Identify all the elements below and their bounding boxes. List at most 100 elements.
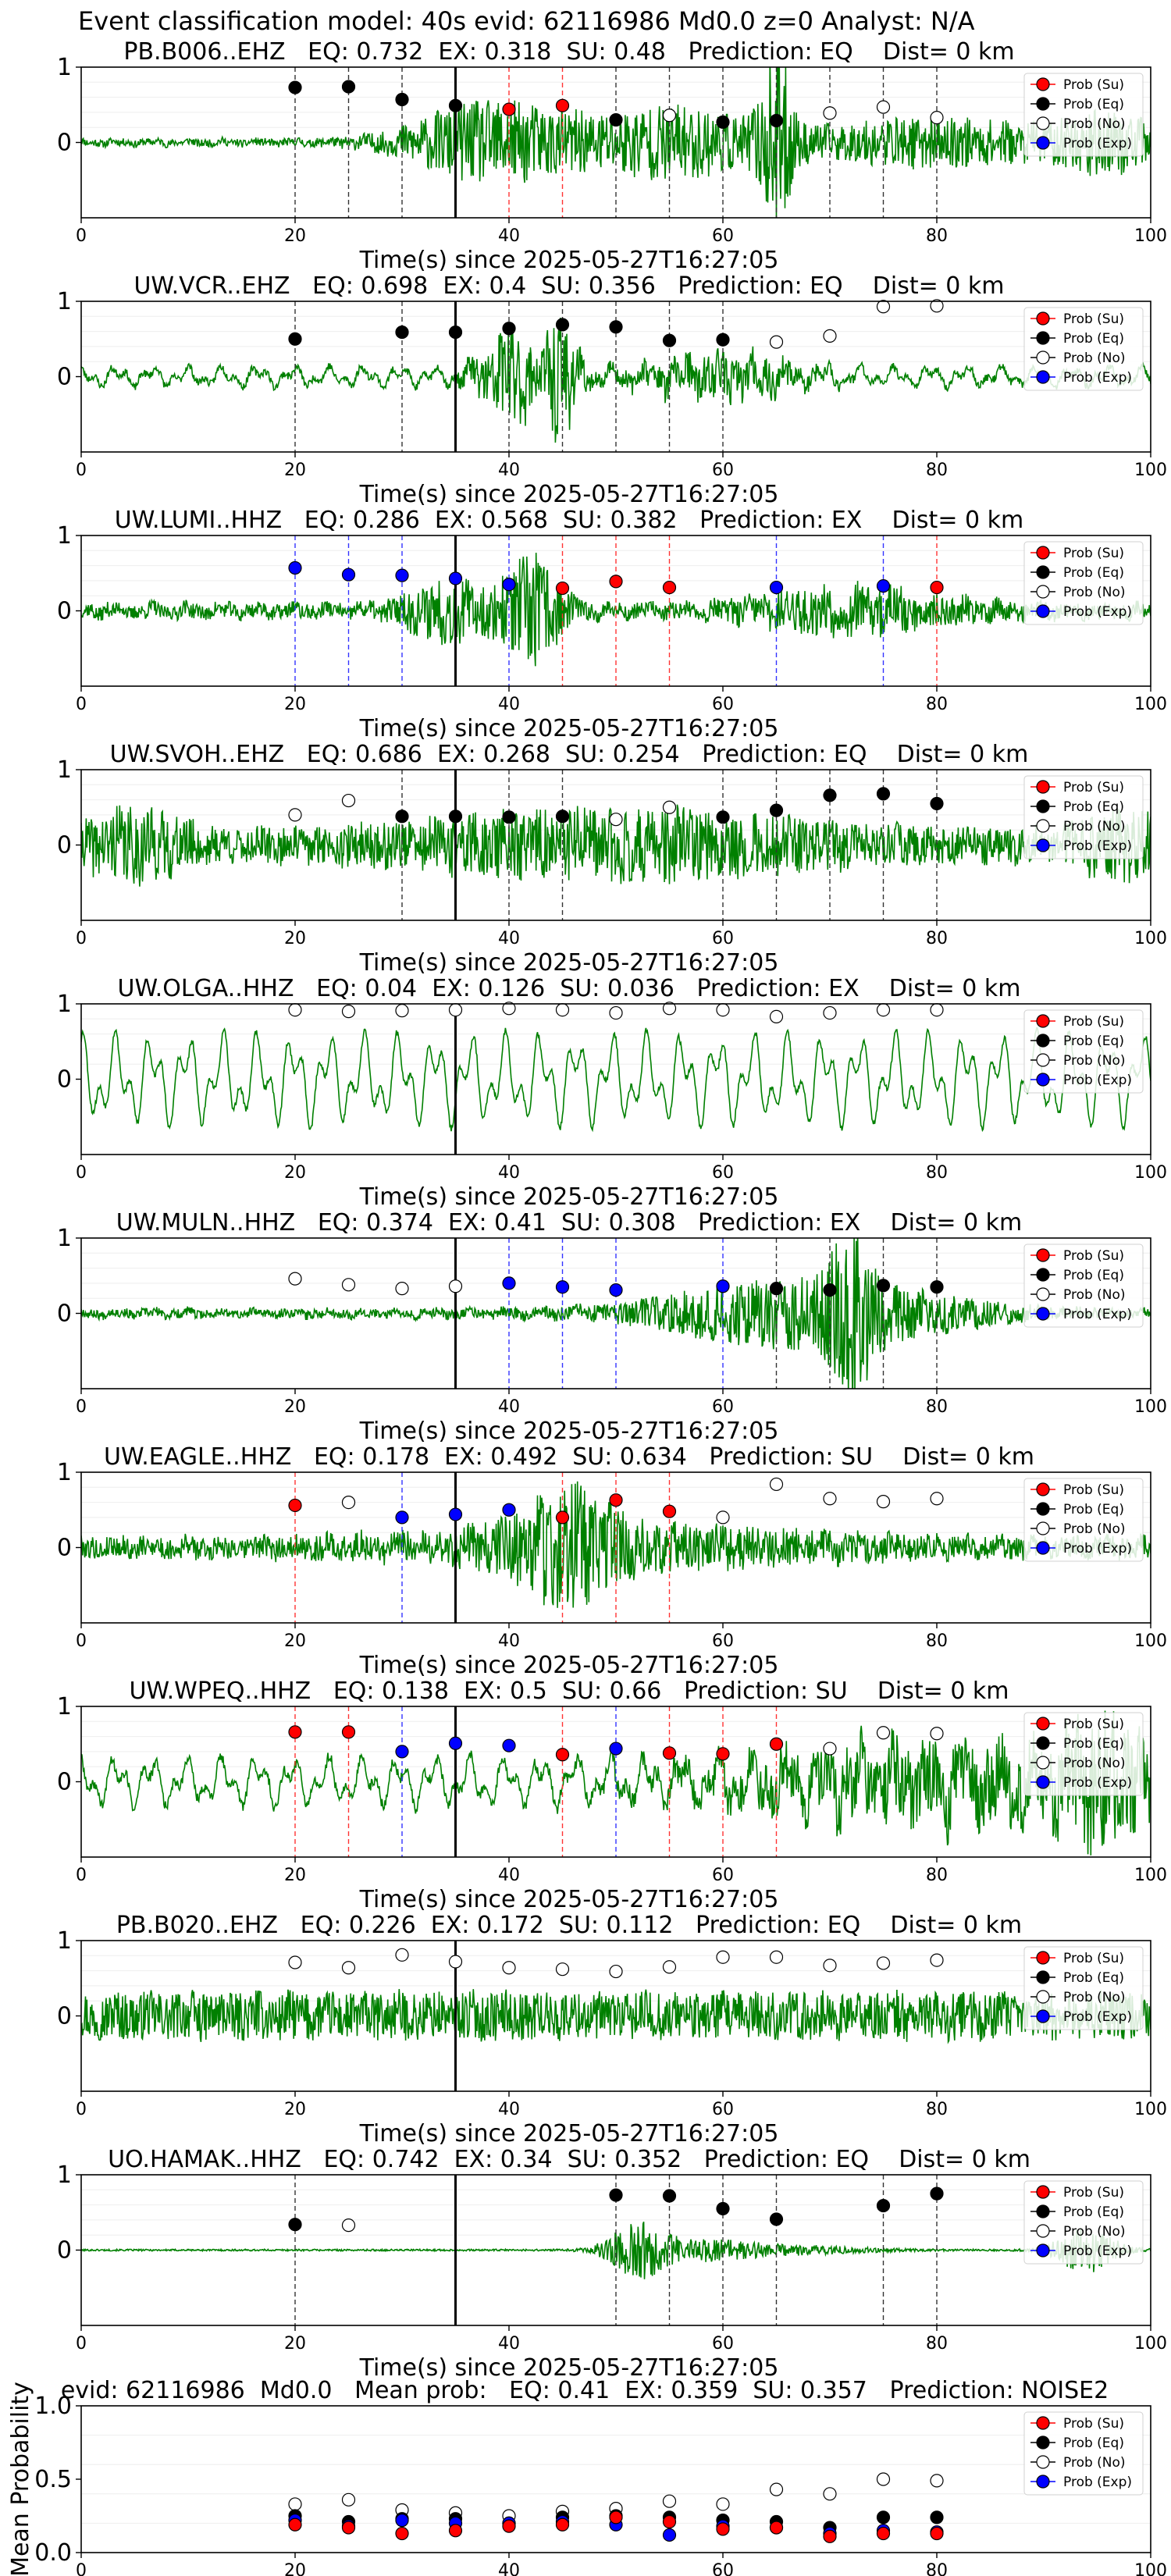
x-tick-label: 40 [498, 1397, 520, 1417]
legend-label: Prob (Eq) [1063, 799, 1124, 815]
x-tick-label: 60 [712, 226, 734, 246]
mean-point-no [341, 2492, 356, 2507]
mean-point-su [609, 2510, 623, 2524]
prob-point-no [448, 1003, 463, 1017]
prob-point-su [609, 1493, 623, 1507]
prob-point-no [288, 1955, 302, 1969]
panel-1: 0 20 40 60 80 100 1 0 PB.B006..EHZ EQ: 0.732 EX:… [57, 38, 1167, 274]
x-tick-label: 60 [712, 929, 734, 948]
legend-label: Prob (Exp) [1063, 1073, 1132, 1088]
mean-point-su [662, 2514, 677, 2529]
prob-point-eq [502, 322, 516, 336]
prob-point-exp [448, 571, 463, 585]
x-tick-label: 100 [1134, 2561, 1167, 2576]
prob-point-eq [395, 809, 409, 824]
prob-point-no [662, 109, 677, 123]
prob-point-no [716, 1950, 730, 1964]
legend-label: Prob (Exp) [1063, 1775, 1132, 1791]
y-tick-label: 0 [57, 2237, 72, 2265]
legend-marker-no [1036, 1521, 1050, 1535]
legend-marker-no [1036, 350, 1050, 365]
legend-label: Prob (No) [1063, 116, 1126, 132]
mean-point-no [823, 2487, 837, 2501]
legend-marker-su [1036, 2185, 1050, 2199]
panel-title: UW.MULN..HHZ EQ: 0.374 EX: 0.41 SU: 0.30… [116, 1209, 1022, 1236]
prob-point-no [662, 1960, 677, 1974]
prob-point-eq [930, 796, 944, 811]
legend-box [1023, 775, 1144, 859]
legend-marker-no [1036, 2224, 1050, 2238]
panel-5: 0 20 40 60 80 100 1 0 UW.OLGA..HHZ EQ: 0.04 EX: … [57, 975, 1167, 1211]
legend-box [1023, 1478, 1144, 1562]
legend-marker-eq [1036, 2435, 1050, 2450]
prob-point-exp [288, 560, 302, 575]
mean-point-no [716, 2497, 730, 2511]
prob-point-eq [716, 810, 730, 824]
legend-label: Prob (No) [1063, 1053, 1126, 1069]
x-tick-label: 40 [498, 929, 520, 948]
prob-point-no [716, 1003, 730, 1017]
prob-point-eq [555, 318, 570, 332]
y-tick-label: 1 [57, 991, 72, 1018]
x-tick-label: 80 [926, 1866, 948, 1885]
prob-point-su [341, 1725, 356, 1739]
x-tick-label: 100 [1134, 1163, 1167, 1183]
legend-marker-exp [1036, 136, 1050, 150]
legend-marker-no [1036, 116, 1050, 130]
prob-point-no [341, 1278, 356, 1292]
prob-point-su [288, 1725, 302, 1739]
legend-label: Prob (Exp) [1063, 2009, 1132, 2025]
prob-point-su [555, 98, 570, 112]
prob-point-no [288, 808, 302, 822]
x-axis-label: Time(s) since 2025-05-27T16:27:05 [359, 1652, 779, 1679]
prob-point-no [876, 1956, 891, 1970]
mean-point-eq [876, 2510, 891, 2524]
legend-marker-eq [1036, 1970, 1050, 1984]
prob-point-no [288, 1272, 302, 1286]
legend-marker-su [1036, 1482, 1050, 1496]
x-tick-label: 100 [1134, 1631, 1167, 1651]
legend-marker-no [1036, 1990, 1050, 2004]
x-tick-label: 0 [76, 1866, 87, 1885]
legend-marker-su [1036, 1717, 1050, 1731]
prob-point-no [876, 1726, 891, 1740]
x-tick-label: 0 [76, 929, 87, 948]
mean-point-su [448, 2524, 463, 2538]
panel-11: 0 20 40 60 80 100 1.0 0.5 0.0 evid: 62116986 Md0.… [7, 2377, 1167, 2576]
legend-marker-no [1036, 1287, 1050, 1301]
prob-point-no [930, 1953, 944, 1967]
prob-point-exp [769, 580, 784, 595]
x-tick-label: 60 [712, 1866, 734, 1885]
prob-point-no [930, 299, 944, 313]
legend-marker-exp [1036, 2243, 1050, 2258]
prob-point-no [448, 1955, 463, 1969]
x-tick-label: 80 [926, 2561, 948, 2576]
legend-marker-exp [1036, 1541, 1050, 1555]
mean-point-no [876, 2472, 891, 2486]
prob-point-eq [555, 809, 570, 824]
legend-marker-exp [1036, 2475, 1050, 2489]
legend-marker-su [1036, 311, 1050, 326]
y-tick-label: 0 [57, 832, 72, 859]
x-tick-label: 40 [498, 2334, 520, 2354]
x-tick-label: 60 [712, 2100, 734, 2119]
mean-point-exp [395, 2514, 409, 2528]
prob-point-no [930, 1492, 944, 1506]
prob-point-exp [395, 1745, 409, 1759]
panel-title: UW.SVOH..EHZ EQ: 0.686 EX: 0.268 SU: 0.2… [110, 741, 1029, 768]
legend-label: Prob (Eq) [1063, 1034, 1124, 1049]
panel-title: UO.HAMAK..HHZ EQ: 0.742 EX: 0.34 SU: 0.3… [108, 2146, 1030, 2173]
prob-point-no [395, 1282, 409, 1296]
x-tick-label: 0 [76, 461, 87, 480]
y-tick-label: 0 [57, 1300, 72, 1328]
x-axis-label: Time(s) since 2025-05-27T16:27:05 [359, 1418, 779, 1445]
x-axis-label: Time(s) since 2025-05-27T16:27:05 [359, 1886, 779, 1913]
prob-point-su [662, 1504, 677, 1518]
legend-label: Prob (Su) [1063, 1951, 1124, 1966]
prob-point-eq [716, 2201, 730, 2216]
mean-point-su [823, 2529, 837, 2543]
mean-point-su [716, 2522, 730, 2536]
legend-marker-eq [1036, 799, 1050, 813]
legend-label: Prob (Su) [1063, 311, 1124, 327]
x-tick-label: 80 [926, 226, 948, 246]
